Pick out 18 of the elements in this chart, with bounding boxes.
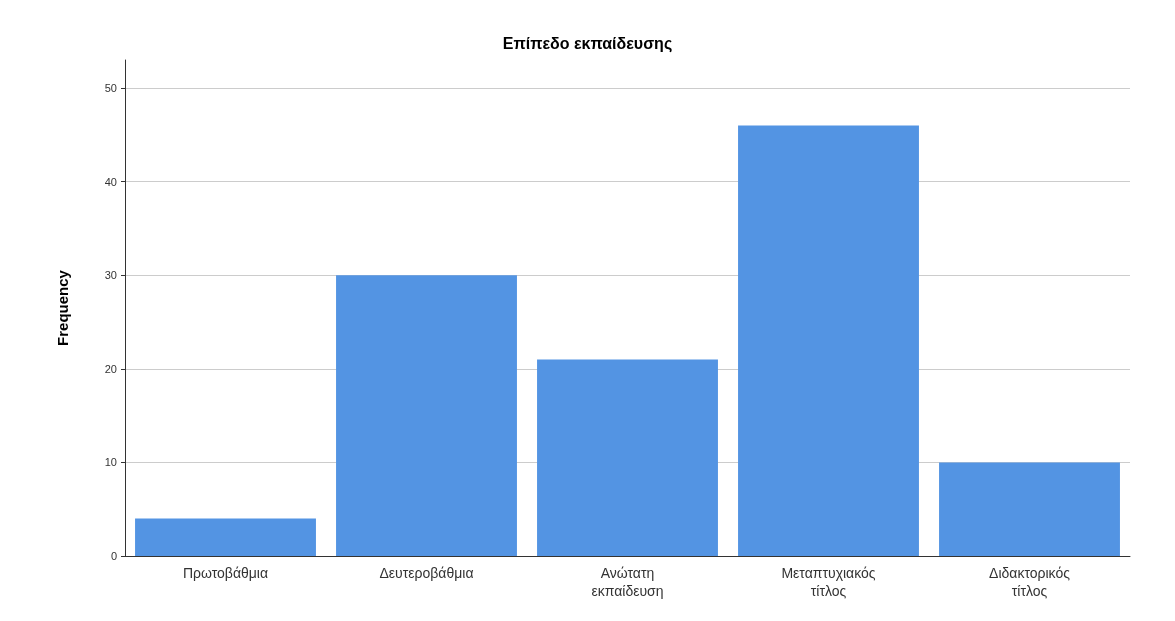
y-tick-label: 0: [110, 550, 117, 562]
x-tick-label: Πρωτοβάθμια: [182, 565, 269, 581]
y-tick-label: 50: [104, 82, 117, 95]
x-tick-label: Ανώτατη εκπαίδευση: [591, 565, 664, 599]
x-tick-label: Διδακτορικός τίτλος: [989, 565, 1071, 599]
x-tick-label: Δευτεροβάθμια: [379, 565, 474, 581]
y-tick-label: 30: [104, 269, 117, 282]
y-tick-label: 10: [104, 456, 117, 469]
bar: [939, 462, 1120, 556]
y-tick-label: 40: [104, 175, 117, 188]
y-axis-title: Frequency: [54, 269, 71, 346]
bar: [738, 125, 919, 556]
x-tick-label: Μεταπτυχιακός τίτλος: [781, 565, 876, 599]
chart-title: Επίπεδο εκπαίδευσης: [502, 34, 673, 53]
y-tick-label: 20: [104, 362, 117, 375]
bar: [537, 359, 718, 556]
bar: [135, 518, 316, 556]
bar: [336, 275, 517, 556]
